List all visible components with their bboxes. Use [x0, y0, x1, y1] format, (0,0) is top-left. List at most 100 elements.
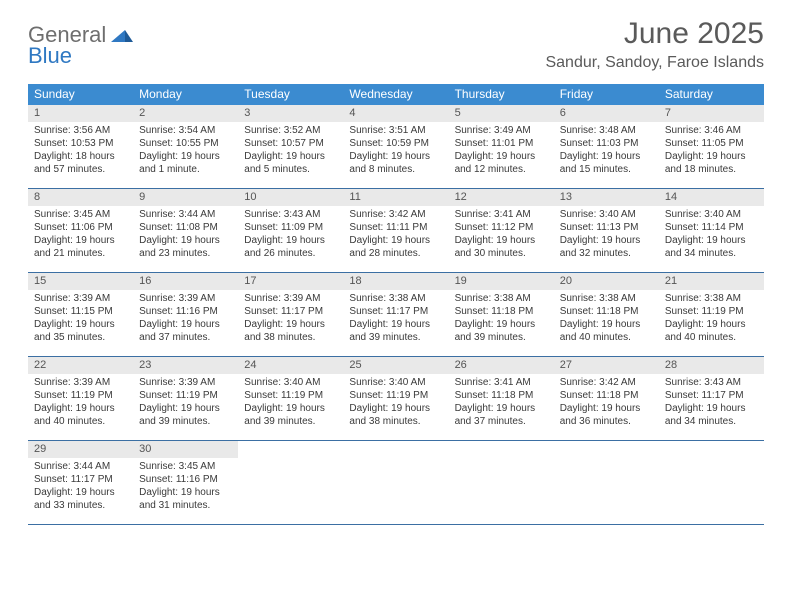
day-details: Sunrise: 3:54 AMSunset: 10:55 PMDaylight…: [133, 122, 238, 188]
day-ss: Sunset: 11:12 PM: [455, 221, 548, 234]
day-sr: Sunrise: 3:42 AM: [349, 208, 442, 221]
day-d1: Daylight: 19 hours: [244, 402, 337, 415]
weeks-container: 1Sunrise: 3:56 AMSunset: 10:53 PMDayligh…: [28, 105, 764, 525]
day-ss: Sunset: 11:18 PM: [560, 389, 653, 402]
day-d1: Daylight: 19 hours: [139, 318, 232, 331]
day-ss: Sunset: 10:55 PM: [139, 137, 232, 150]
day-ss: Sunset: 11:17 PM: [349, 305, 442, 318]
day-sr: Sunrise: 3:43 AM: [244, 208, 337, 221]
day-cell: 12Sunrise: 3:41 AMSunset: 11:12 PMDaylig…: [449, 189, 554, 272]
day-d1: Daylight: 19 hours: [349, 150, 442, 163]
day-number: 1: [28, 105, 133, 122]
week-row: 1Sunrise: 3:56 AMSunset: 10:53 PMDayligh…: [28, 105, 764, 189]
day-cell: 4Sunrise: 3:51 AMSunset: 10:59 PMDayligh…: [343, 105, 448, 188]
day-number: 20: [554, 273, 659, 290]
day-d1: Daylight: 19 hours: [455, 318, 548, 331]
day-d1: Daylight: 19 hours: [349, 234, 442, 247]
day-details: Sunrise: 3:39 AMSunset: 11:17 PMDaylight…: [238, 290, 343, 356]
day-cell: 5Sunrise: 3:49 AMSunset: 11:01 PMDayligh…: [449, 105, 554, 188]
day-ss: Sunset: 10:59 PM: [349, 137, 442, 150]
day-d1: Daylight: 19 hours: [34, 234, 127, 247]
day-d1: Daylight: 19 hours: [560, 318, 653, 331]
day-ss: Sunset: 11:01 PM: [455, 137, 548, 150]
day-details: Sunrise: 3:43 AMSunset: 11:17 PMDaylight…: [659, 374, 764, 440]
day-details: Sunrise: 3:46 AMSunset: 11:05 PMDaylight…: [659, 122, 764, 188]
day-d2: and 37 minutes.: [139, 331, 232, 344]
day-details: Sunrise: 3:48 AMSunset: 11:03 PMDaylight…: [554, 122, 659, 188]
day-cell: 17Sunrise: 3:39 AMSunset: 11:17 PMDaylig…: [238, 273, 343, 356]
day-d2: and 40 minutes.: [560, 331, 653, 344]
week-row: 15Sunrise: 3:39 AMSunset: 11:15 PMDaylig…: [28, 273, 764, 357]
day-number: 24: [238, 357, 343, 374]
day-details: Sunrise: 3:39 AMSunset: 11:19 PMDaylight…: [28, 374, 133, 440]
day-details: Sunrise: 3:44 AMSunset: 11:17 PMDaylight…: [28, 458, 133, 524]
day-d2: and 39 minutes.: [455, 331, 548, 344]
day-details: Sunrise: 3:42 AMSunset: 11:18 PMDaylight…: [554, 374, 659, 440]
day-cell: [343, 441, 448, 524]
day-number: 3: [238, 105, 343, 122]
day-sr: Sunrise: 3:40 AM: [349, 376, 442, 389]
day-cell: 24Sunrise: 3:40 AMSunset: 11:19 PMDaylig…: [238, 357, 343, 440]
day-number: 25: [343, 357, 448, 374]
day-number: 21: [659, 273, 764, 290]
day-sr: Sunrise: 3:48 AM: [560, 124, 653, 137]
day-d2: and 8 minutes.: [349, 163, 442, 176]
day-d2: and 39 minutes.: [244, 415, 337, 428]
day-d1: Daylight: 19 hours: [665, 402, 758, 415]
day-cell: 23Sunrise: 3:39 AMSunset: 11:19 PMDaylig…: [133, 357, 238, 440]
day-details: Sunrise: 3:40 AMSunset: 11:19 PMDaylight…: [343, 374, 448, 440]
logo-text: General Blue: [28, 24, 133, 67]
day-ss: Sunset: 10:57 PM: [244, 137, 337, 150]
day-number: 28: [659, 357, 764, 374]
day-number: 16: [133, 273, 238, 290]
day-ss: Sunset: 11:19 PM: [244, 389, 337, 402]
weekday-header-row: Sunday Monday Tuesday Wednesday Thursday…: [28, 84, 764, 105]
day-d2: and 23 minutes.: [139, 247, 232, 260]
day-d1: Daylight: 19 hours: [455, 150, 548, 163]
day-details: Sunrise: 3:56 AMSunset: 10:53 PMDaylight…: [28, 122, 133, 188]
day-d1: Daylight: 19 hours: [244, 150, 337, 163]
day-number: 26: [449, 357, 554, 374]
day-number: 11: [343, 189, 448, 206]
day-sr: Sunrise: 3:51 AM: [349, 124, 442, 137]
day-details: Sunrise: 3:44 AMSunset: 11:08 PMDaylight…: [133, 206, 238, 272]
weekday-friday: Friday: [554, 84, 659, 105]
weekday-saturday: Saturday: [659, 84, 764, 105]
day-details: [554, 445, 659, 511]
day-sr: Sunrise: 3:43 AM: [665, 376, 758, 389]
day-number: 7: [659, 105, 764, 122]
day-sr: Sunrise: 3:54 AM: [139, 124, 232, 137]
day-cell: 8Sunrise: 3:45 AMSunset: 11:06 PMDayligh…: [28, 189, 133, 272]
calendar-page: General Blue June 2025 Sandur, Sandoy, F…: [0, 0, 792, 612]
day-d2: and 30 minutes.: [455, 247, 548, 260]
day-ss: Sunset: 11:17 PM: [665, 389, 758, 402]
day-d2: and 38 minutes.: [244, 331, 337, 344]
calendar-grid: Sunday Monday Tuesday Wednesday Thursday…: [28, 84, 764, 525]
logo-word-2: Blue: [28, 45, 133, 67]
day-sr: Sunrise: 3:39 AM: [139, 292, 232, 305]
day-details: Sunrise: 3:38 AMSunset: 11:19 PMDaylight…: [659, 290, 764, 356]
day-ss: Sunset: 11:13 PM: [560, 221, 653, 234]
day-ss: Sunset: 11:19 PM: [139, 389, 232, 402]
day-sr: Sunrise: 3:40 AM: [665, 208, 758, 221]
day-number: 9: [133, 189, 238, 206]
day-details: Sunrise: 3:40 AMSunset: 11:19 PMDaylight…: [238, 374, 343, 440]
day-cell: [554, 441, 659, 524]
day-d2: and 40 minutes.: [34, 415, 127, 428]
day-d1: Daylight: 19 hours: [560, 150, 653, 163]
day-number: 10: [238, 189, 343, 206]
day-ss: Sunset: 11:09 PM: [244, 221, 337, 234]
day-d1: Daylight: 19 hours: [665, 318, 758, 331]
day-details: Sunrise: 3:41 AMSunset: 11:12 PMDaylight…: [449, 206, 554, 272]
day-cell: 11Sunrise: 3:42 AMSunset: 11:11 PMDaylig…: [343, 189, 448, 272]
week-row: 8Sunrise: 3:45 AMSunset: 11:06 PMDayligh…: [28, 189, 764, 273]
day-d2: and 31 minutes.: [139, 499, 232, 512]
day-d1: Daylight: 19 hours: [34, 486, 127, 499]
day-cell: 9Sunrise: 3:44 AMSunset: 11:08 PMDayligh…: [133, 189, 238, 272]
day-ss: Sunset: 11:19 PM: [349, 389, 442, 402]
day-number: 2: [133, 105, 238, 122]
day-ss: Sunset: 11:06 PM: [34, 221, 127, 234]
day-d2: and 36 minutes.: [560, 415, 653, 428]
day-number: 6: [554, 105, 659, 122]
day-details: Sunrise: 3:40 AMSunset: 11:13 PMDaylight…: [554, 206, 659, 272]
